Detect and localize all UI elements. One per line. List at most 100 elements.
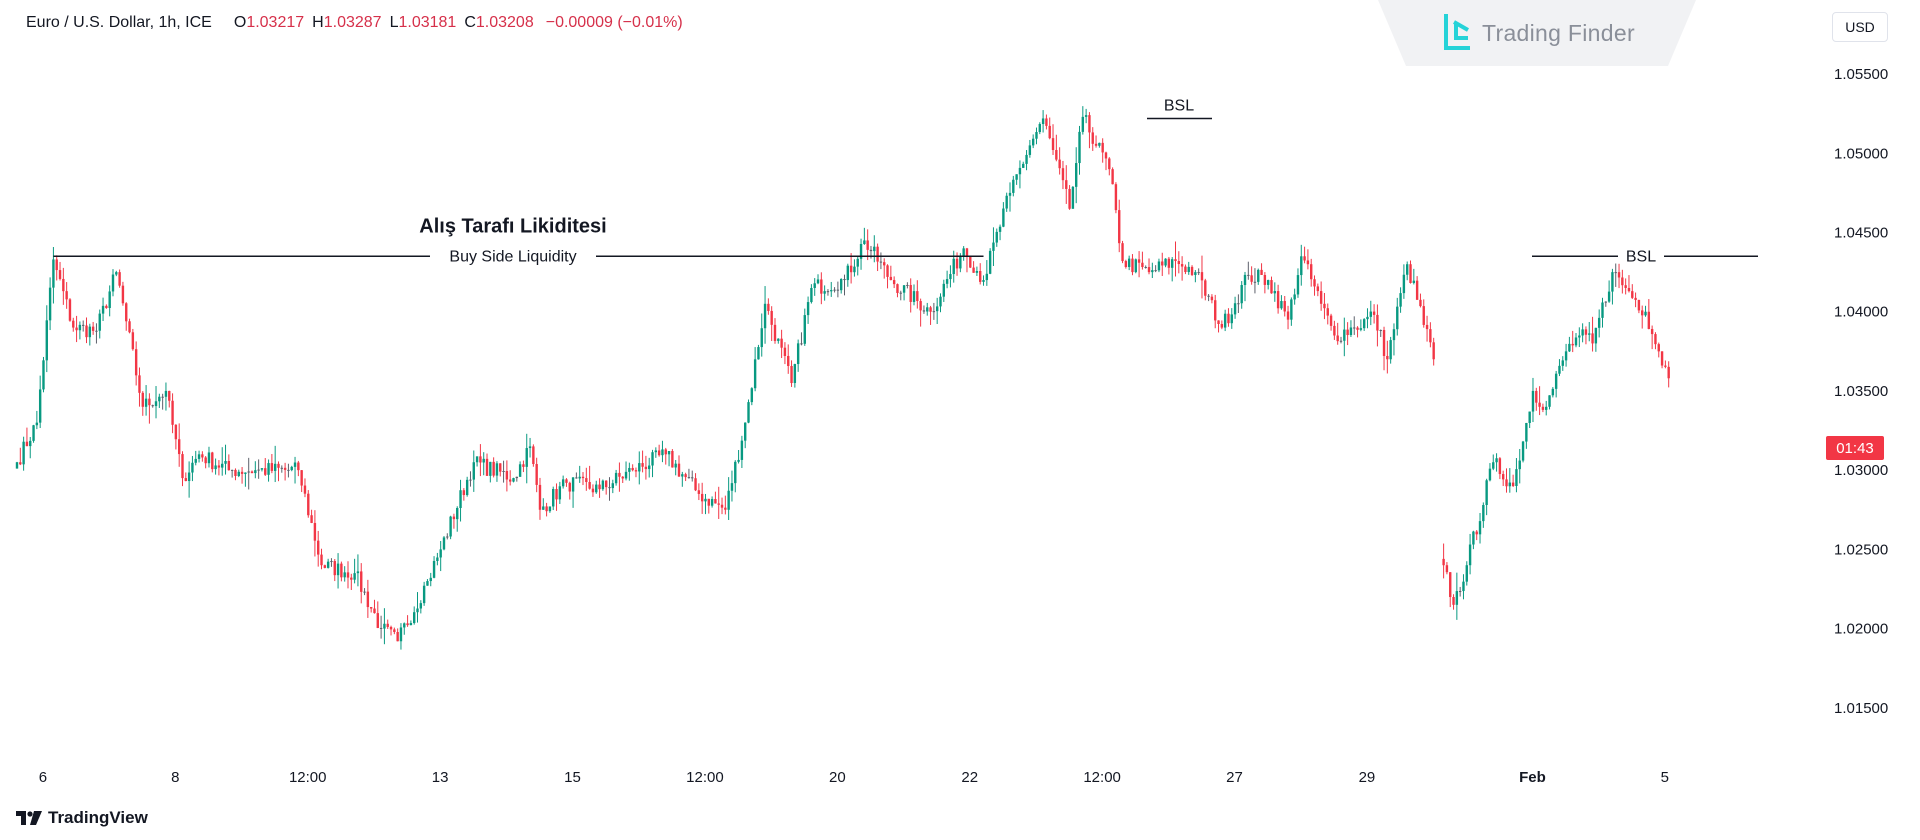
candle-body [462,490,466,496]
candle-body [45,320,48,361]
candle [1071,186,1075,209]
candle [201,451,204,462]
candle-body [346,572,350,578]
candle-body [1581,329,1584,336]
candle-body [58,270,62,279]
candle [1614,263,1617,287]
candle [118,269,121,288]
candle-body [1621,277,1624,286]
candle [525,433,528,484]
candle [631,464,634,472]
y-axis[interactable]: 1.05500 1.05000 1.04500 1.04000 1.03500 1.030… [1826,66,1888,717]
candle-body [1597,317,1601,328]
x-tick-label: 5 [1661,769,1669,786]
candle [813,278,816,296]
candle-body [1624,285,1627,288]
candle-body [545,506,548,512]
candle [1382,326,1386,371]
candle [1187,261,1190,275]
candle-body [535,464,538,485]
chart-plot-area[interactable] [14,44,1822,768]
candle [1118,199,1121,253]
candle-body [55,259,58,271]
candle [403,622,406,635]
candle-body [939,296,942,307]
candle [982,275,985,286]
candle [234,468,237,481]
candle [889,265,893,281]
candle-body [780,338,783,348]
candle [1075,147,1078,204]
candle [207,446,211,468]
candle [926,302,929,316]
candle-body [330,561,333,563]
symbol-title[interactable]: Euro / U.S. Dollar, 1h, ICE [26,14,212,31]
candle [310,509,313,524]
candle-body [303,485,307,494]
candle-body [221,463,224,468]
currency-button[interactable]: USD [1832,12,1888,42]
candle-body [297,462,300,471]
candle-body [85,325,88,338]
candle [734,460,737,493]
candle-body [1349,327,1353,336]
candle-body [909,284,912,302]
candle [303,478,307,498]
candle [55,255,58,281]
candle-body [621,476,624,479]
candle [1624,278,1627,295]
candle [558,481,562,504]
candle [1104,151,1108,171]
candle [1018,160,1022,189]
candle [158,393,161,408]
candle-body [532,446,535,465]
candle [1445,562,1449,575]
candle-body [144,398,148,407]
candle [704,493,707,515]
candle [356,554,360,587]
y-tick-label: 1.01500 [1834,700,1888,717]
candle [1058,147,1061,175]
candle-body [1644,311,1647,316]
candle-body [518,464,522,477]
candle-body [287,469,290,471]
candle-body [565,479,568,483]
candle-body [1098,142,1101,146]
low-value: 1.03181 [398,14,457,31]
candle [1468,533,1472,575]
candle [1214,294,1217,329]
candle-body [853,266,856,273]
candle [1061,160,1065,190]
candle [1594,327,1598,352]
candle-body [671,450,674,468]
candle-body [1296,275,1300,295]
candle [823,285,826,301]
candle [1535,387,1538,411]
candle [1389,336,1392,364]
candle [1124,259,1128,269]
candle [753,347,757,392]
candle [783,342,787,365]
candle-body [661,449,664,456]
y-tick-label: 1.02000 [1834,621,1888,638]
candle [932,302,936,320]
candle-body [340,563,343,578]
candle-body [922,310,926,312]
candle-body [773,324,777,341]
candle-body [1214,300,1217,321]
candle [1488,463,1492,482]
candle [32,424,35,443]
candle [1164,258,1167,268]
tradingview-brand[interactable]: TradingView [16,808,148,828]
x-axis[interactable]: 6 8 12:00 13 15 12:00 20 22 12:00 27 29 Feb 5 [39,769,1669,786]
candle-body [618,472,621,477]
candle [1015,174,1018,185]
candle [1144,265,1147,269]
candle [144,385,148,416]
candle-body [505,470,509,480]
candle [426,579,429,586]
candle-body [1369,311,1372,317]
candle-body [1065,180,1068,189]
candle-body [1118,210,1121,244]
